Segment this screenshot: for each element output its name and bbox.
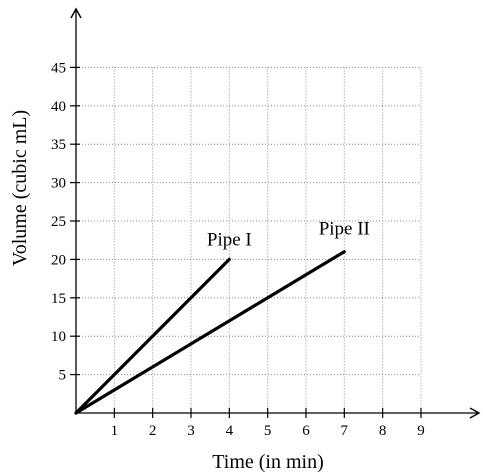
x-tick-label: 1 (111, 423, 119, 439)
x-tick-label: 5 (264, 423, 272, 439)
axes (70, 7, 481, 419)
y-axis-label: Volume (cubic mL) (9, 110, 31, 266)
x-tick-label: 7 (341, 423, 349, 439)
x-tick-label: 9 (417, 423, 425, 439)
y-tick-label: 20 (51, 252, 66, 268)
grid (76, 66, 422, 413)
y-tick-label: 10 (51, 329, 66, 345)
series-lines: Pipe I Pipe II (74, 219, 370, 415)
y-tick-label: 5 (59, 368, 67, 384)
x-tick-label: 2 (149, 423, 157, 439)
y-tick-label: 45 (51, 60, 66, 76)
x-tick-label: 8 (379, 423, 387, 439)
series-label-pipe-i: Pipe I (207, 229, 252, 250)
y-tick-label: 35 (51, 137, 66, 153)
chart-labels: Time (in min) Volume (cubic mL) (9, 110, 324, 473)
x-tick-label: 6 (302, 423, 310, 439)
y-tick-label: 30 (51, 176, 66, 192)
series-label-pipe-ii: Pipe II (319, 219, 370, 240)
y-tick-label: 15 (51, 291, 66, 307)
x-tick-label: 4 (226, 423, 234, 439)
x-tick-label: 3 (187, 423, 195, 439)
series-line-pipe-ii (74, 250, 346, 415)
y-tick-label: 25 (51, 214, 66, 230)
y-tick-label: 40 (51, 99, 66, 115)
x-axis-label: Time (in min) (212, 451, 324, 473)
series-line-pipe-i (74, 257, 231, 415)
